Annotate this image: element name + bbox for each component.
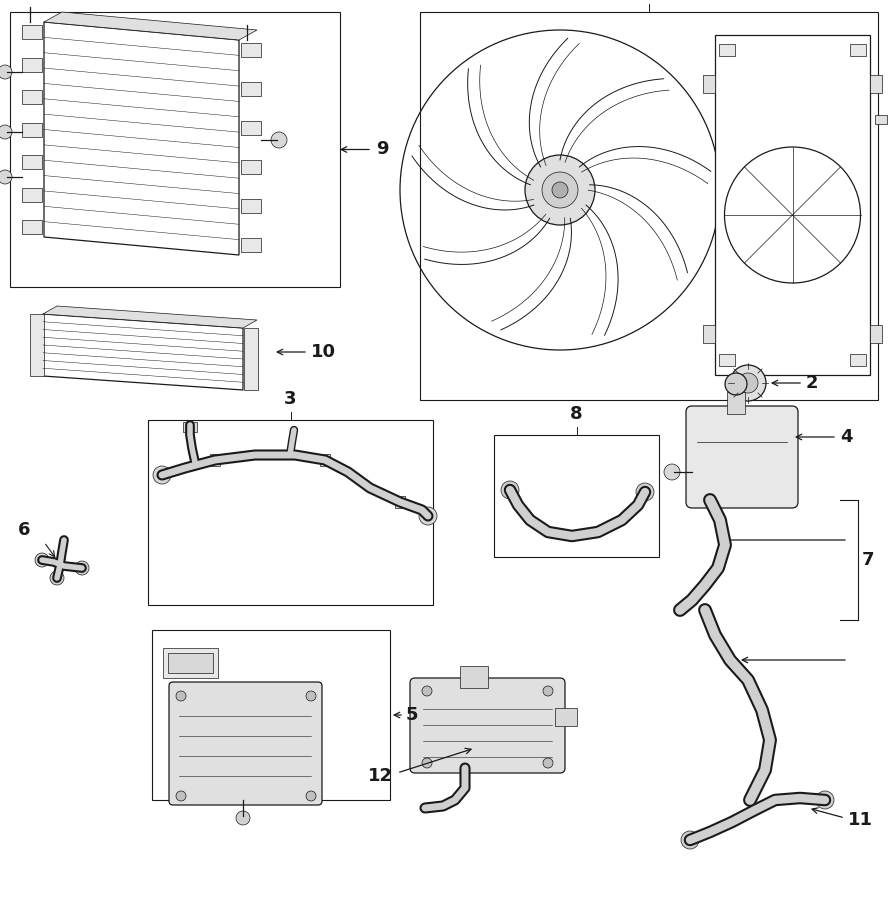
Circle shape [664, 464, 680, 480]
Text: 4: 4 [840, 428, 853, 446]
Bar [719, 44, 735, 56]
Circle shape [75, 561, 89, 575]
Bar [152, 630, 390, 800]
Circle shape [816, 791, 834, 809]
Bar [460, 666, 488, 688]
Bar [850, 44, 866, 56]
Circle shape [741, 173, 751, 183]
Bar [241, 43, 261, 57]
Bar [22, 90, 42, 104]
Polygon shape [44, 12, 257, 40]
Text: 9: 9 [376, 140, 389, 158]
Circle shape [176, 691, 186, 701]
Polygon shape [44, 22, 239, 255]
Bar [703, 325, 715, 343]
Circle shape [724, 168, 768, 212]
Bar [22, 187, 42, 202]
Circle shape [741, 185, 751, 195]
Bar [766, 176, 788, 204]
Bar [163, 648, 218, 678]
Bar [148, 420, 433, 605]
Bar [10, 12, 340, 287]
Bar [22, 155, 42, 169]
Bar [555, 708, 577, 726]
Text: 10: 10 [311, 343, 336, 361]
Circle shape [0, 65, 12, 79]
FancyBboxPatch shape [410, 678, 565, 773]
Bar [241, 160, 261, 174]
Polygon shape [43, 306, 257, 328]
Bar [320, 454, 330, 466]
Text: 12: 12 [368, 767, 393, 785]
Circle shape [306, 691, 316, 701]
Circle shape [730, 365, 766, 401]
Bar [22, 220, 42, 234]
Circle shape [419, 507, 437, 525]
Bar [241, 121, 261, 135]
Bar [420, 12, 878, 400]
Text: 1: 1 [643, 0, 655, 2]
FancyBboxPatch shape [169, 682, 322, 805]
Bar [850, 354, 866, 366]
Circle shape [153, 466, 171, 484]
Circle shape [636, 483, 654, 501]
Text: 2: 2 [806, 374, 819, 392]
Circle shape [306, 791, 316, 801]
Text: 8: 8 [570, 405, 583, 423]
Text: 6: 6 [18, 521, 30, 539]
Bar [875, 115, 887, 124]
Circle shape [422, 758, 432, 768]
Bar [241, 82, 261, 96]
Bar [22, 58, 42, 71]
Bar [715, 35, 870, 375]
Polygon shape [43, 314, 243, 390]
Bar [727, 392, 745, 414]
Circle shape [0, 170, 12, 184]
Circle shape [35, 553, 49, 567]
Bar [244, 328, 258, 390]
Bar [22, 25, 42, 39]
Bar [168, 653, 213, 673]
Circle shape [525, 155, 595, 225]
Circle shape [422, 686, 432, 696]
Text: 5: 5 [406, 706, 418, 724]
Circle shape [50, 571, 64, 585]
Circle shape [542, 172, 578, 208]
Circle shape [681, 831, 699, 849]
Circle shape [0, 125, 12, 139]
Bar [210, 454, 220, 466]
Circle shape [543, 758, 553, 768]
Text: 11: 11 [848, 811, 873, 829]
Circle shape [738, 373, 758, 393]
Bar [22, 122, 42, 137]
Bar [183, 422, 197, 432]
Circle shape [725, 373, 747, 395]
Bar [30, 314, 44, 376]
Bar [494, 435, 659, 557]
Bar [241, 238, 261, 252]
Bar [870, 75, 882, 93]
Bar [395, 496, 405, 508]
Bar [870, 325, 882, 343]
Bar [703, 75, 715, 93]
Circle shape [543, 686, 553, 696]
Circle shape [741, 197, 751, 207]
Circle shape [501, 481, 519, 499]
Bar [719, 354, 735, 366]
Circle shape [236, 811, 250, 825]
Circle shape [271, 132, 287, 148]
Circle shape [176, 791, 186, 801]
Text: 3: 3 [284, 390, 297, 408]
Text: 7: 7 [862, 551, 874, 569]
Bar [241, 199, 261, 213]
FancyBboxPatch shape [686, 406, 798, 508]
Circle shape [552, 182, 568, 198]
